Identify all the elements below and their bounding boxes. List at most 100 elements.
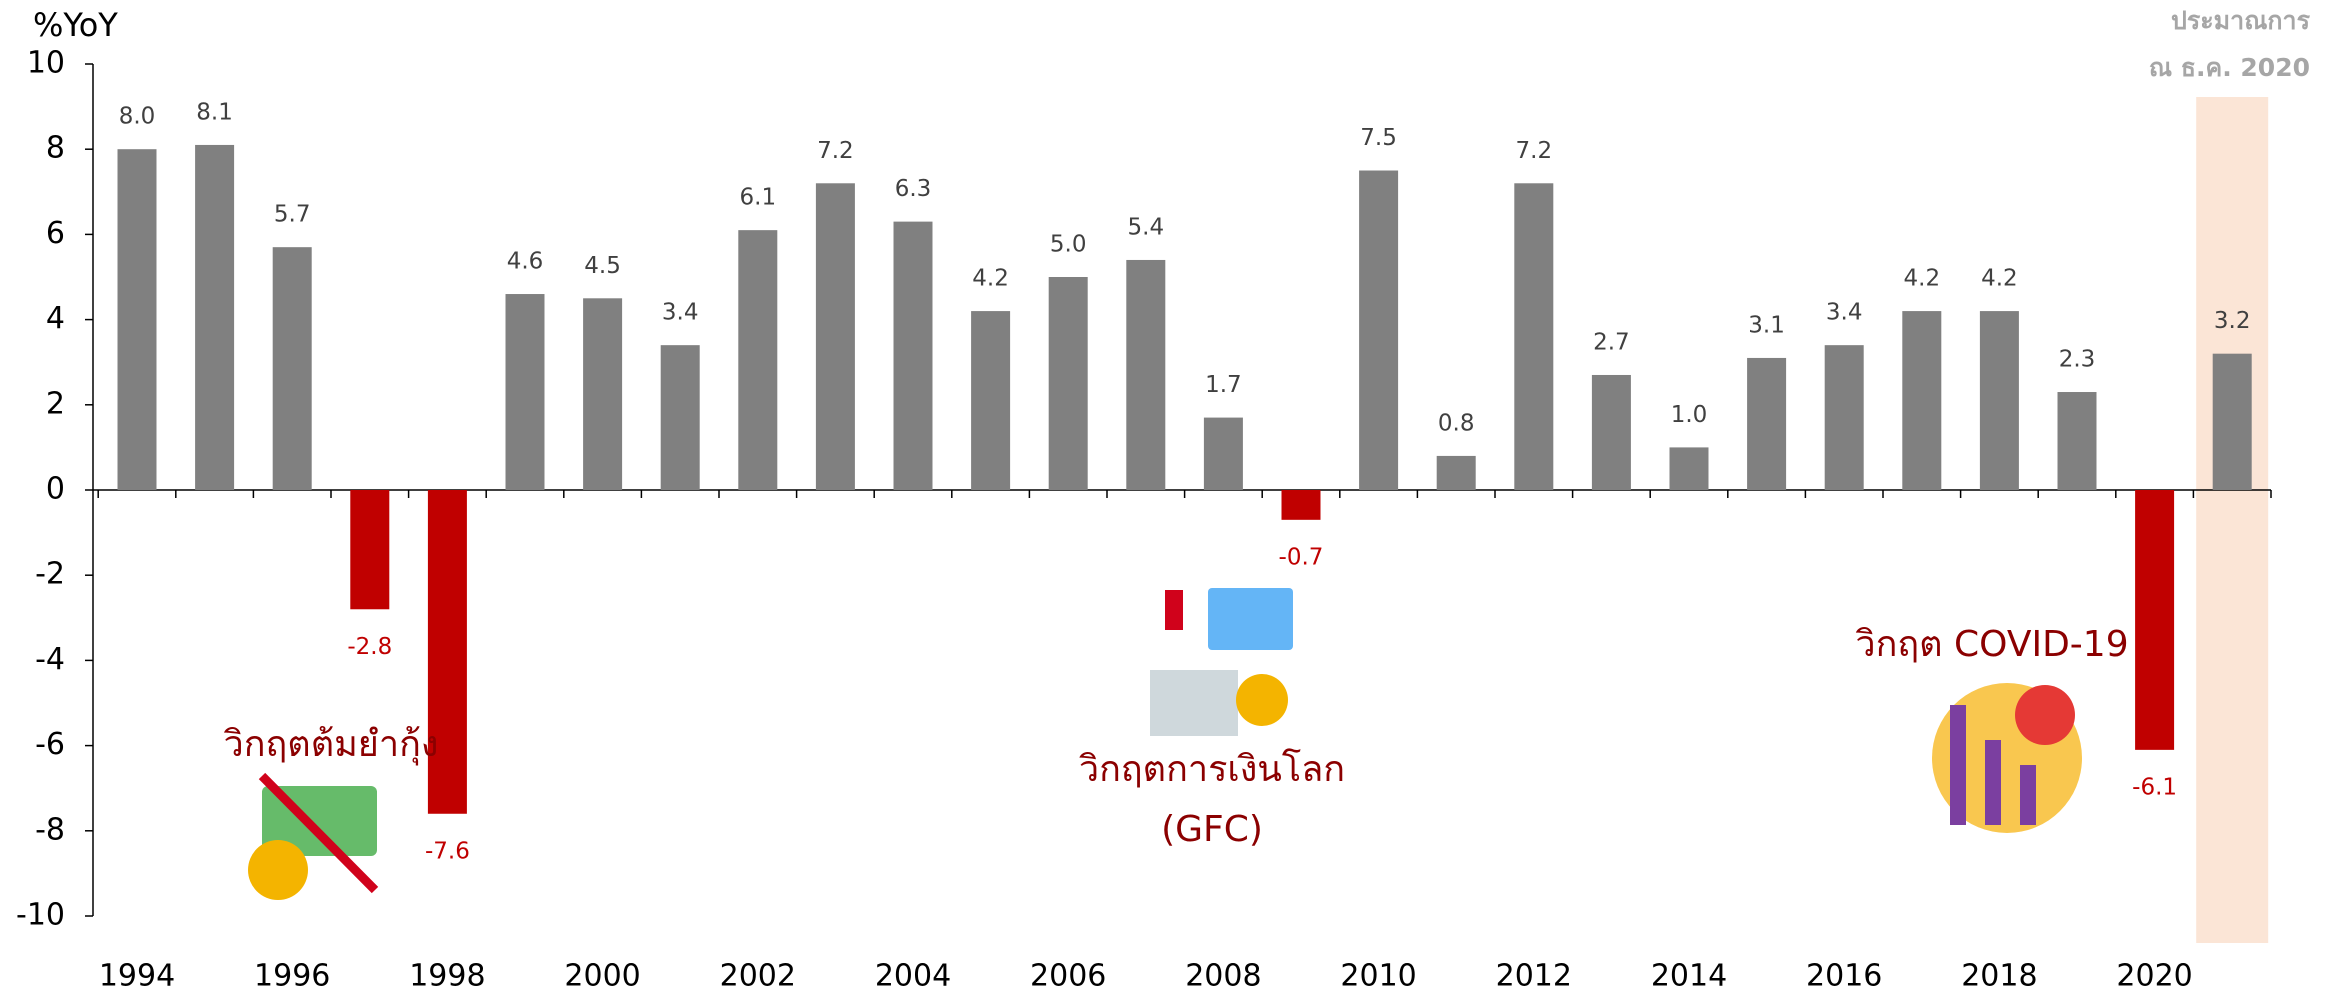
- icon: [2020, 765, 2036, 825]
- value-label: 3.4: [662, 300, 699, 326]
- bar: [1747, 357, 1787, 490]
- bar: [583, 298, 623, 490]
- x-tick-label: 2018: [1961, 959, 2037, 988]
- y-tick-label: -2: [35, 557, 65, 592]
- bar: [1281, 490, 1321, 520]
- value-label: 8.0: [119, 104, 156, 130]
- value-label: 4.2: [972, 266, 1009, 292]
- value-label: -7.6: [425, 838, 470, 864]
- x-tick-label: 2008: [1185, 959, 1261, 988]
- icon: [1208, 588, 1293, 650]
- x-tick-label: 2000: [564, 959, 640, 988]
- x-tick-label: 2010: [1340, 959, 1416, 988]
- bar: [660, 345, 700, 490]
- x-tick-label: 2014: [1651, 959, 1727, 988]
- value-label: 4.2: [1981, 266, 2018, 292]
- value-label: -0.7: [1279, 544, 1324, 570]
- bar: [117, 149, 157, 490]
- bar: [1048, 277, 1088, 490]
- bar: [971, 311, 1011, 490]
- y-tick-label: 4: [46, 301, 65, 336]
- value-label: 6.1: [740, 185, 777, 211]
- bar: [1126, 259, 1166, 490]
- bar: [738, 230, 778, 490]
- value-label: 7.5: [1360, 125, 1397, 151]
- icon: [1165, 590, 1183, 630]
- value-label: 6.3: [895, 176, 932, 202]
- icon: [1950, 705, 1966, 825]
- y-tick-label: 6: [46, 216, 65, 251]
- bar: [195, 144, 235, 490]
- value-label: 2.7: [1593, 329, 1630, 355]
- forecast-note: ประมาณการ: [2171, 6, 2311, 35]
- value-label: 4.6: [507, 249, 544, 275]
- value-label: 5.4: [1128, 214, 1165, 240]
- x-tick-label: 2020: [2116, 959, 2192, 988]
- x-tick-label: 2006: [1030, 959, 1106, 988]
- value-label: 5.7: [274, 202, 311, 228]
- bar: [350, 490, 390, 610]
- y-tick-label: 2: [46, 386, 65, 421]
- icon: [258, 772, 379, 894]
- bar: [1902, 311, 1942, 490]
- icon: [1236, 674, 1288, 726]
- annotation: วิกฤตต้มยำกุ้ง: [224, 724, 439, 766]
- bar: [1514, 183, 1554, 490]
- y-tick-label: 10: [27, 46, 65, 81]
- icon: [248, 840, 308, 900]
- y-tick-label: -6: [35, 727, 65, 762]
- x-tick-label: 2004: [875, 959, 951, 988]
- bar: [1979, 311, 2019, 490]
- value-label: 3.4: [1826, 300, 1863, 326]
- value-label: 1.0: [1671, 402, 1708, 428]
- bar: [1591, 374, 1631, 490]
- value-label: 3.2: [2214, 308, 2251, 334]
- annotation: วิกฤตการเงินโลก: [1079, 748, 1345, 790]
- value-label: -6.1: [2132, 774, 2177, 800]
- x-tick-label: 1996: [254, 959, 330, 988]
- bar: [1436, 455, 1476, 490]
- forecast-note: ณ ธ.ค. 2020: [2149, 53, 2310, 82]
- value-label: 7.2: [1516, 138, 1553, 164]
- bar: [1824, 345, 1864, 490]
- value-label: 4.5: [584, 253, 621, 279]
- icon: [2015, 685, 2075, 745]
- bar: [893, 221, 933, 490]
- bar: [2212, 353, 2252, 490]
- bar: [815, 183, 855, 490]
- x-tick-label: 1994: [99, 959, 175, 988]
- y-tick-label: -10: [16, 898, 65, 933]
- bar: [2057, 392, 2097, 490]
- x-tick-label: 2002: [720, 959, 796, 988]
- y-tick-label: -8: [35, 812, 65, 847]
- x-tick-label: 2012: [1496, 959, 1572, 988]
- value-label: 8.1: [196, 99, 233, 125]
- bar: [1669, 447, 1709, 490]
- icon: [1150, 670, 1238, 736]
- bar: [2135, 490, 2175, 750]
- x-tick-label: 1998: [409, 959, 485, 988]
- bar: [1203, 417, 1243, 490]
- y-axis-label: %YoY: [33, 6, 118, 44]
- x-tick-label: 2016: [1806, 959, 1882, 988]
- value-label: 1.7: [1205, 372, 1242, 398]
- annotation: (GFC): [1161, 809, 1263, 850]
- value-label: 7.2: [817, 138, 854, 164]
- forecast-highlight: [2196, 97, 2269, 943]
- icon: [1985, 740, 2001, 825]
- value-label: 2.3: [2059, 347, 2096, 373]
- y-tick-label: 0: [46, 472, 65, 507]
- value-label: -2.8: [347, 634, 392, 660]
- annotation: วิกฤต COVID-19: [1855, 624, 2128, 665]
- bar: [272, 247, 312, 490]
- value-label: 0.8: [1438, 410, 1475, 436]
- bar: [505, 294, 545, 490]
- value-label: 4.2: [1904, 266, 1941, 292]
- bar: [427, 490, 467, 814]
- value-label: 3.1: [1748, 312, 1785, 338]
- bar: [1359, 170, 1399, 490]
- value-label: 5.0: [1050, 232, 1087, 258]
- y-tick-label: 8: [46, 131, 65, 166]
- y-tick-label: -4: [35, 642, 65, 677]
